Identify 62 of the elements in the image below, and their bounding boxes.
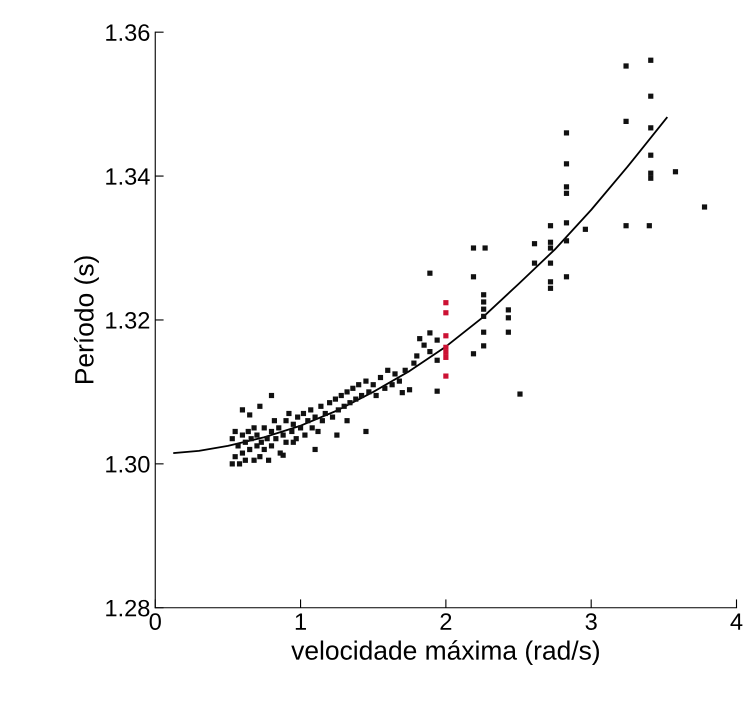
point [532, 260, 538, 266]
point [506, 307, 511, 312]
point [482, 245, 488, 251]
point [564, 130, 570, 136]
point [443, 373, 448, 379]
x-tick-label: 3 [586, 613, 597, 630]
point [443, 310, 448, 316]
point [646, 223, 652, 228]
point [443, 344, 448, 350]
point [548, 240, 554, 245]
y-tick-label: 1.34 [106, 168, 150, 185]
point [648, 170, 654, 176]
point [648, 176, 654, 181]
point [702, 204, 708, 210]
point [506, 330, 511, 335]
point [470, 274, 476, 280]
point [564, 190, 570, 196]
point [564, 274, 570, 280]
y-axis-title: Período (s) [74, 256, 99, 384]
point [443, 333, 448, 338]
y-tick-label: 1.30 [106, 456, 150, 473]
point [481, 299, 486, 305]
y-tick-label: 1.32 [106, 312, 150, 329]
point [481, 306, 486, 312]
point [548, 223, 554, 228]
point [481, 314, 486, 319]
point [564, 161, 570, 166]
point [470, 245, 476, 251]
point [548, 260, 554, 266]
y-tick-label: 1.36 [106, 24, 150, 41]
point [623, 118, 629, 124]
point [548, 286, 554, 291]
point [443, 354, 448, 360]
point [648, 94, 654, 99]
point [648, 152, 654, 158]
point [672, 169, 678, 174]
point [564, 238, 570, 244]
point [623, 223, 629, 228]
point [481, 292, 486, 298]
point [506, 315, 511, 320]
point [623, 63, 629, 69]
point [648, 125, 654, 130]
x-tick-label: 2 [440, 613, 452, 630]
point [470, 351, 476, 356]
point [443, 350, 448, 355]
point [582, 226, 588, 232]
x-tick-label: 1 [296, 613, 306, 630]
point [481, 330, 486, 335]
y-tick-label: 1.28 [106, 600, 150, 617]
point [548, 245, 554, 251]
x-tick-label: 4 [730, 613, 742, 630]
point [564, 220, 570, 226]
point [648, 58, 654, 63]
point [564, 184, 570, 190]
x-tick-label: 0 [150, 613, 161, 630]
point [517, 391, 523, 397]
point [548, 279, 554, 284]
x-axis-title: velocidade máxima (rad/s) [291, 640, 599, 666]
point [532, 241, 538, 246]
line-series [173, 116, 668, 454]
point [443, 300, 448, 306]
point [481, 343, 486, 348]
